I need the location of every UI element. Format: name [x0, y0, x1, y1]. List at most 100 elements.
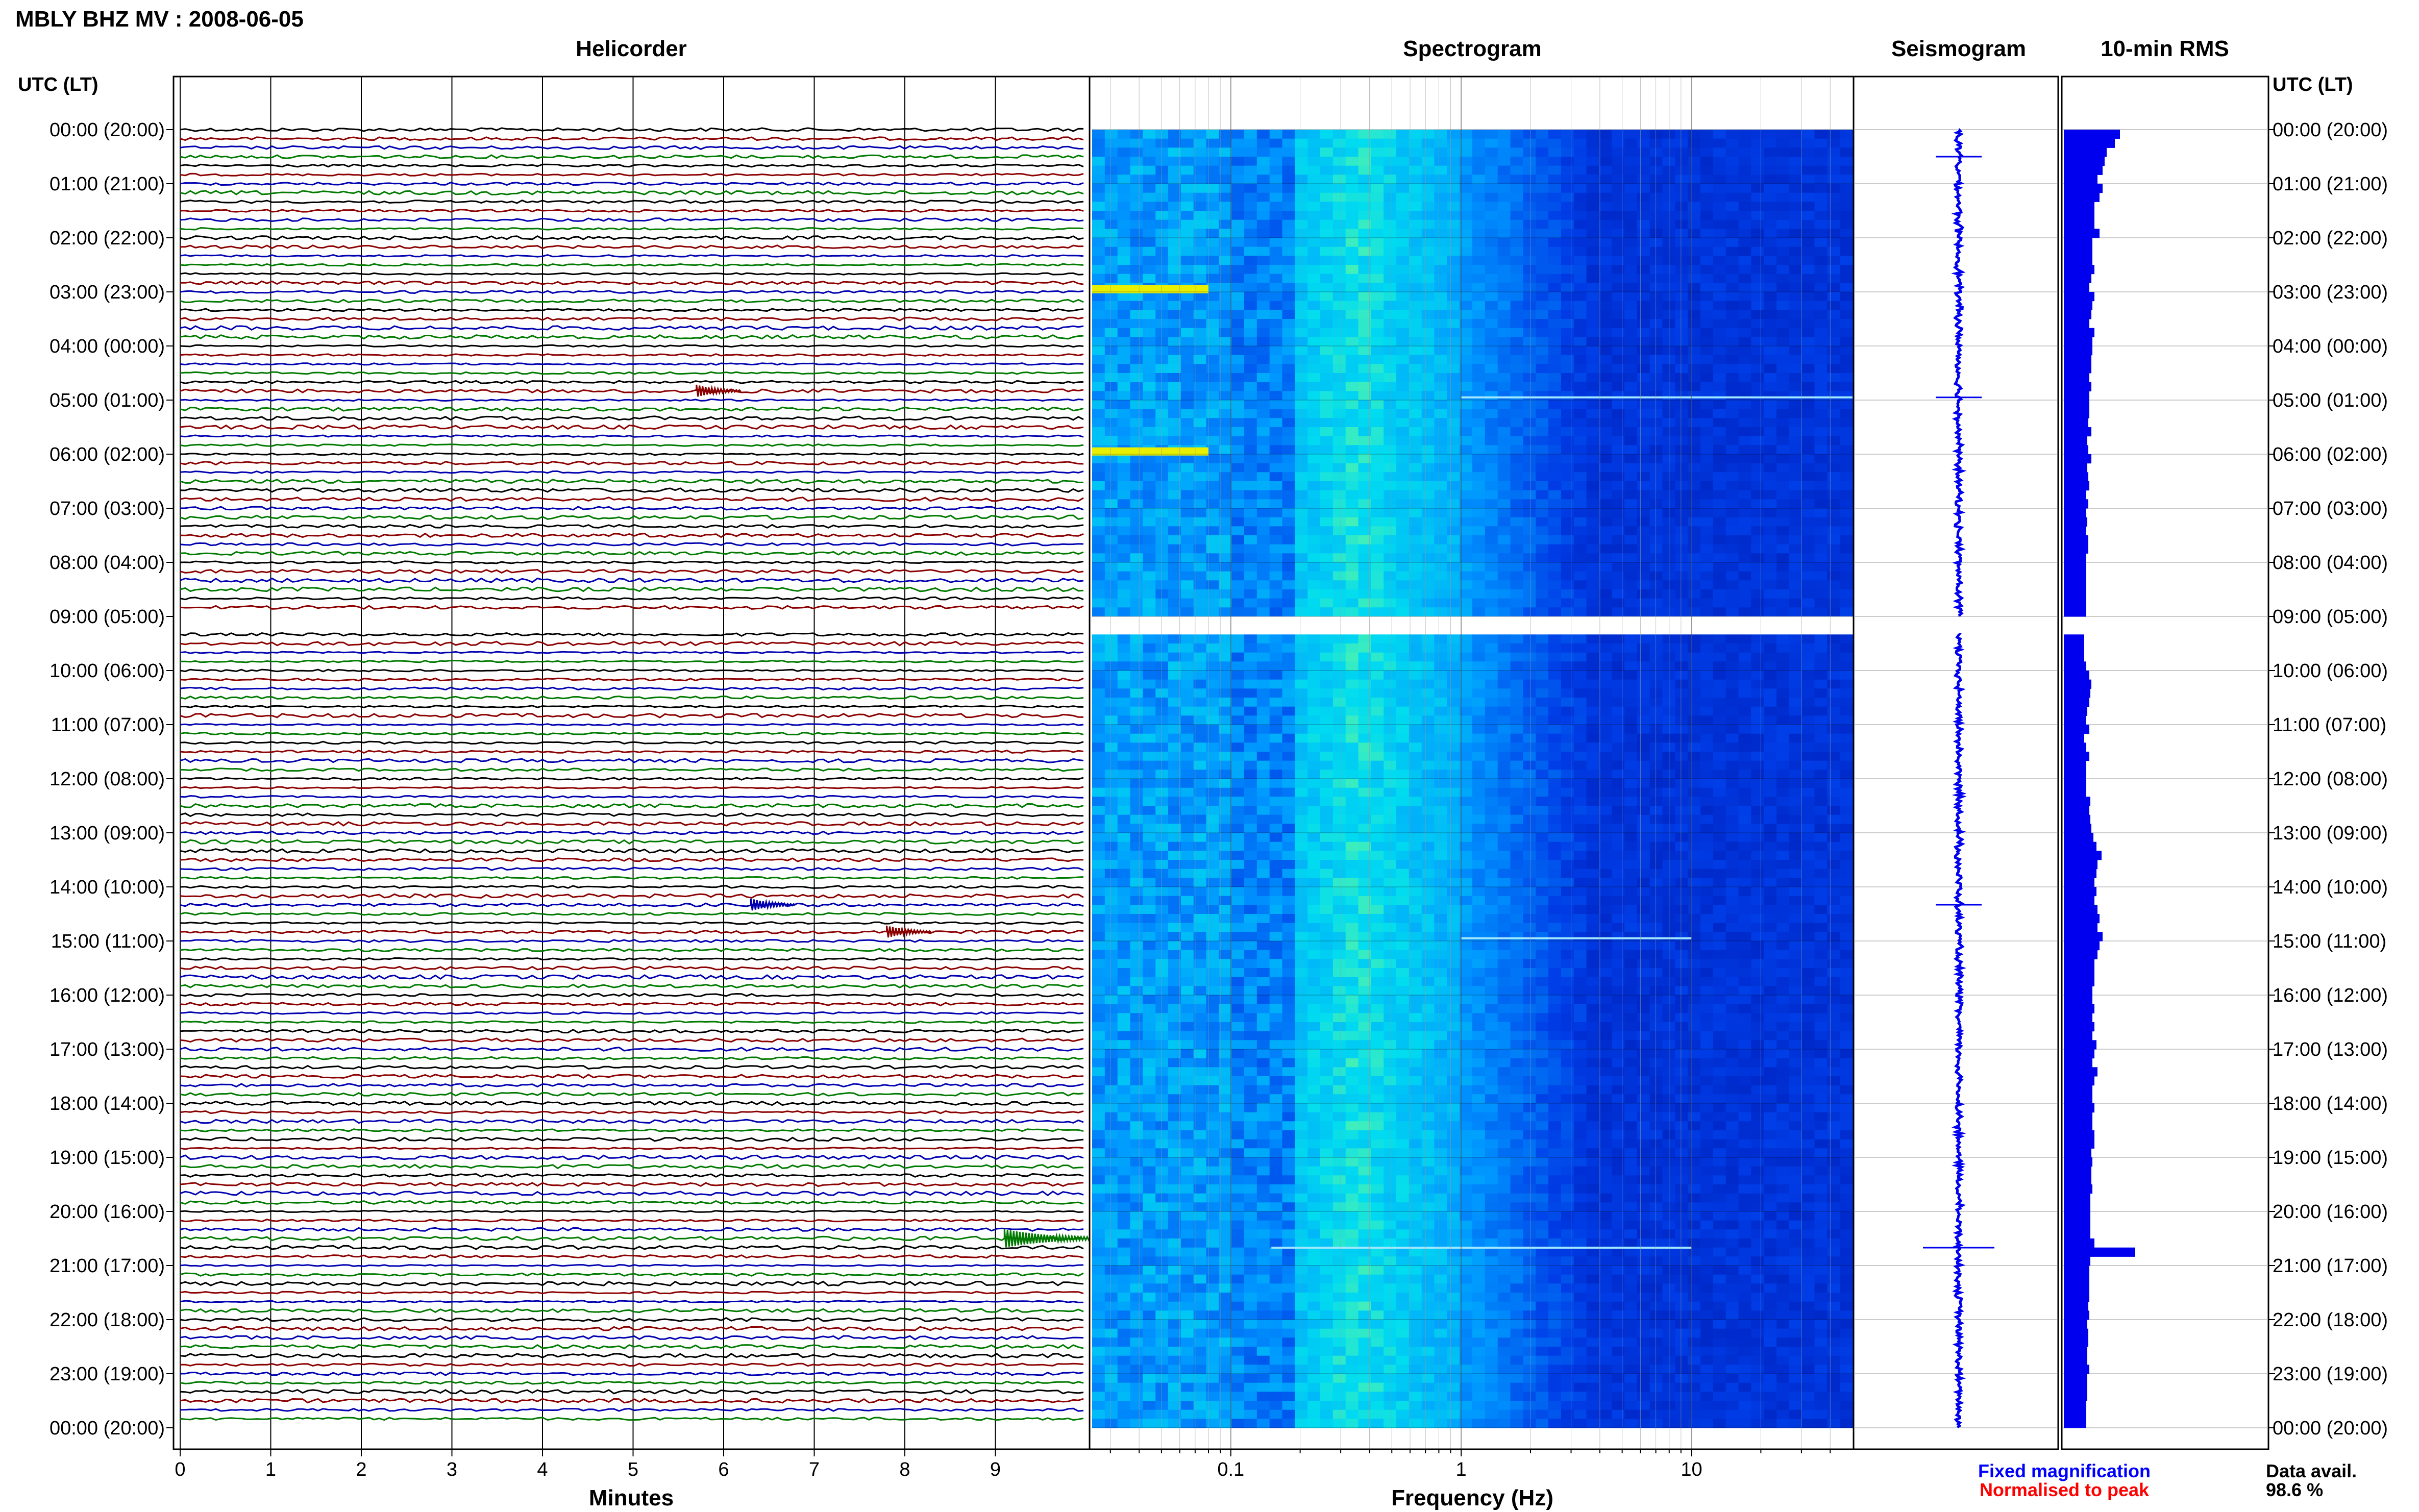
helicorder-trace: [180, 921, 1084, 925]
helicorder-tick-label: 8: [899, 1459, 910, 1480]
helicorder-trace: [180, 1280, 1084, 1286]
panel-frame: [2061, 76, 2269, 1450]
rms-bar: [2064, 1283, 2089, 1293]
rms-bar: [2064, 310, 2091, 319]
helicorder-trace: [180, 227, 1084, 231]
rms-bar: [2064, 1193, 2090, 1203]
rms-bar: [2064, 1419, 2086, 1428]
helicorder-panel: [180, 77, 1090, 1449]
helicorder-event: [750, 898, 796, 911]
helicorder-trace: [180, 460, 1084, 466]
helicorder-trace: [180, 767, 1084, 772]
helicorder-trace: [180, 876, 1084, 880]
helicorder-trace: [180, 786, 1084, 789]
rms-bar: [2064, 1076, 2094, 1086]
helicorder-trace: [180, 1308, 1084, 1313]
rms-bar: [2064, 607, 2086, 617]
helicorder-trace: [180, 371, 1084, 375]
spectrogram-feature: [1092, 285, 1209, 293]
rms-bar: [2064, 373, 2089, 383]
rms-bar: [2064, 833, 2093, 842]
time-label: 05:00 (01:00): [50, 390, 165, 411]
rms-bar: [2064, 1310, 2089, 1320]
helicorder-trace: [180, 325, 1084, 331]
rms-bar: [2064, 787, 2086, 797]
rms-bar: [2064, 698, 2089, 707]
helicorder-trace: [180, 1083, 1084, 1088]
time-label: 16:00 (12:00): [2273, 985, 2388, 1006]
helicorder-trace: [180, 470, 1084, 474]
helicorder-tick-label: 2: [356, 1459, 366, 1480]
helicorder-trace: [180, 181, 1084, 186]
helicorder-trace: [180, 406, 1084, 412]
rms-bar: [2064, 1103, 2094, 1113]
helicorder-trace: [180, 145, 1084, 150]
seismogram-trace: [1952, 633, 1967, 1429]
rms-bar: [2064, 1401, 2086, 1410]
helicorder-trace: [180, 929, 1084, 934]
rms-bar: [2064, 481, 2089, 491]
time-label: 21:00 (17:00): [2273, 1255, 2388, 1277]
rms-bar: [2064, 1013, 2092, 1023]
time-label: 18:00 (14:00): [50, 1093, 165, 1114]
rms-bar: [2064, 1130, 2094, 1140]
helicorder-trace: [180, 1056, 1084, 1060]
rms-bar: [2064, 1085, 2092, 1095]
helicorder-trace: [180, 568, 1084, 574]
helicorder-trace: [180, 902, 1084, 908]
time-label: 14:00 (10:00): [2273, 877, 2388, 898]
time-label: 07:00 (03:00): [2273, 498, 2388, 519]
helicorder-trace: [180, 912, 1084, 916]
rms-bar: [2064, 517, 2087, 527]
rms-bar: [2064, 1067, 2097, 1077]
rms-bar: [2064, 292, 2094, 302]
helicorder-trace: [180, 839, 1084, 845]
rms-bar: [2064, 1022, 2094, 1032]
rms-bar: [2064, 671, 2089, 680]
helicorder-trace: [180, 1407, 1084, 1412]
rms-bar: [2064, 472, 2088, 482]
rms-bar: [2064, 770, 2086, 779]
time-label: 07:00 (03:00): [50, 498, 165, 519]
time-label: 03:00 (23:00): [50, 282, 165, 303]
time-label: 14:00 (10:00): [50, 877, 165, 898]
time-label: 08:00 (04:00): [50, 552, 165, 574]
helicorder-trace: [180, 398, 1084, 402]
rms-bar: [2064, 841, 2096, 851]
rms-bar: [2064, 571, 2086, 581]
helicorder-trace: [180, 1181, 1084, 1187]
helicorder-trace: [180, 524, 1084, 529]
rms-bar: [2064, 319, 2089, 329]
helicorder-trace: [180, 1227, 1084, 1232]
seismogram-title: Seismogram: [1891, 36, 2026, 61]
helicorder-trace: [180, 1074, 1084, 1079]
spectrogram-tick-label: 1: [1456, 1459, 1467, 1480]
helicorder-trace: [180, 686, 1084, 691]
rms-title: 10-min RMS: [2101, 36, 2229, 61]
helicorder-trace: [180, 821, 1084, 827]
helicorder-trace: [180, 938, 1084, 944]
rms-bar: [2064, 436, 2087, 445]
rms-bar: [2064, 1266, 2089, 1275]
rms-panel: [2063, 129, 2267, 1428]
helicorder-trace: [180, 712, 1084, 718]
time-label: 15:00 (11:00): [2273, 931, 2386, 952]
time-label: 02:00 (22:00): [2273, 228, 2388, 249]
time-label: 23:00 (19:00): [50, 1364, 165, 1385]
helicorder-trace: [180, 1092, 1084, 1097]
helicorder-trace: [180, 1235, 1084, 1242]
helicorder-trace: [180, 795, 1084, 799]
rms-bar: [2064, 1337, 2088, 1347]
time-label: 20:00 (16:00): [2273, 1201, 2388, 1223]
rms-bar: [2064, 175, 2097, 184]
rms-bar: [2064, 229, 2100, 238]
rms-bar: [2064, 526, 2086, 536]
helicorder-trace: [180, 172, 1084, 177]
rms-bar: [2064, 211, 2094, 220]
rms-bar: [2064, 986, 2092, 996]
rms-bar: [2064, 742, 2086, 752]
time-labels-left: 00:00 (20:00) 01:00 (21:00) 02:00 (22:00) 0…: [50, 119, 165, 1439]
helicorder-trace: [180, 1300, 1084, 1304]
spectrogram-feature: [1461, 396, 1853, 399]
rms-bar: [2064, 1256, 2090, 1266]
